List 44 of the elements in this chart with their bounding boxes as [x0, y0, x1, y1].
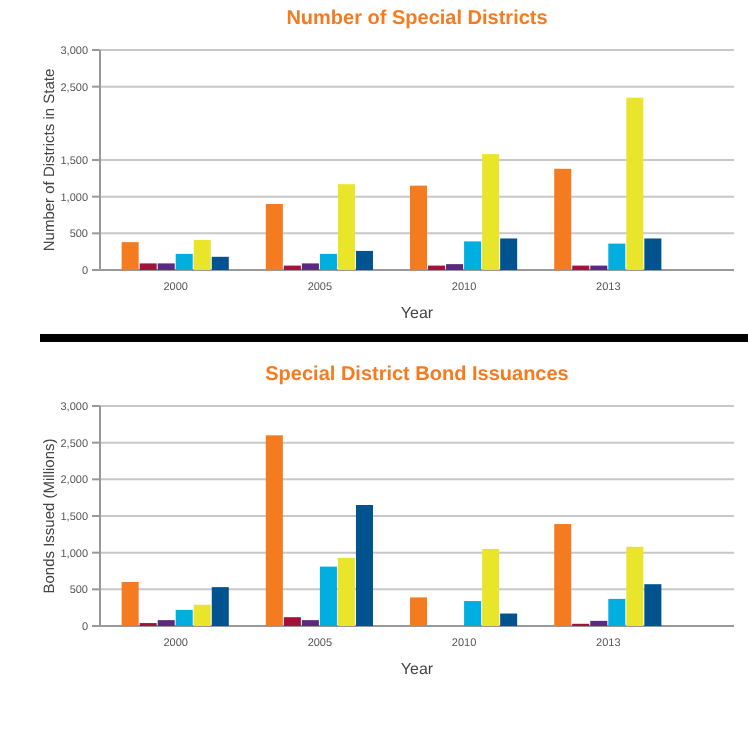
- bar: [139, 263, 157, 270]
- bar: [355, 250, 373, 270]
- bar: [644, 238, 662, 270]
- bar: [319, 253, 337, 270]
- bar: [590, 620, 608, 626]
- x-axis-title: Year: [400, 660, 434, 678]
- bar: [265, 435, 283, 626]
- bar: [301, 620, 319, 626]
- bar: [500, 238, 518, 270]
- bar: [319, 566, 337, 626]
- bar: [446, 264, 464, 270]
- bar: [157, 263, 175, 270]
- bar: [608, 598, 626, 626]
- bar: [410, 597, 428, 626]
- x-axis-title: Year: [400, 304, 434, 322]
- bar: [211, 587, 229, 626]
- bar: [121, 582, 139, 626]
- chart-title: Special District Bond Issuances: [265, 364, 570, 386]
- bar: [121, 242, 139, 270]
- bar: [211, 256, 229, 270]
- bar: [175, 609, 193, 626]
- bar: [464, 241, 482, 270]
- bar: [464, 601, 482, 626]
- bar: [175, 253, 193, 270]
- bar: [626, 97, 644, 270]
- bar: [482, 154, 500, 270]
- bar: [355, 505, 373, 626]
- bar: [554, 168, 572, 270]
- bar: [157, 620, 175, 626]
- bar: [193, 604, 211, 626]
- bar: [193, 239, 211, 270]
- bar: [482, 549, 500, 626]
- bar: [500, 613, 518, 626]
- bar: [626, 546, 644, 626]
- chart-title: Number of Special Districts: [286, 8, 549, 30]
- bar: [265, 204, 283, 270]
- bar: [337, 557, 355, 626]
- bar: [410, 185, 428, 270]
- bar: [337, 184, 355, 270]
- bar: [608, 243, 626, 270]
- bar: [283, 617, 301, 626]
- bar: [301, 263, 319, 270]
- bar: [554, 524, 572, 626]
- bar: [644, 584, 662, 626]
